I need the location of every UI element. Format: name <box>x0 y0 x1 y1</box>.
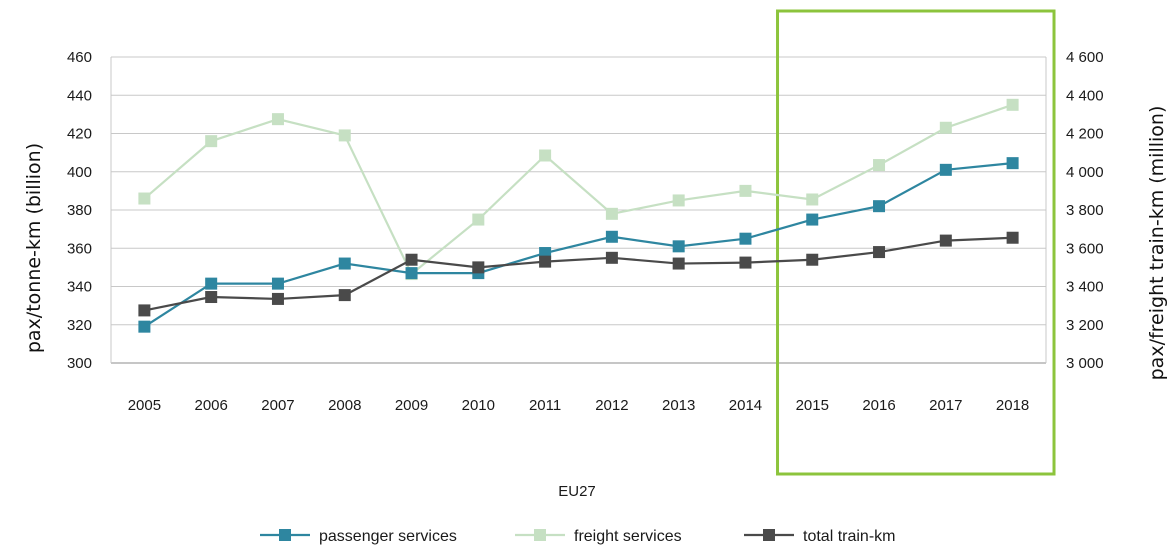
x-tick-label: 2007 <box>261 397 294 414</box>
left-y-tick-label: 300 <box>67 355 92 372</box>
data-point <box>605 230 618 243</box>
data-point <box>873 159 886 172</box>
data-point <box>338 129 351 142</box>
data-point <box>806 253 819 266</box>
right-y-tick-label: 3 600 <box>1066 240 1104 257</box>
data-point <box>1006 231 1019 244</box>
data-point <box>739 184 752 197</box>
left-y-tick-label: 440 <box>67 87 92 104</box>
data-point <box>939 163 952 176</box>
data-point <box>672 240 685 253</box>
data-point <box>205 277 218 290</box>
right-y-tick-label: 3 800 <box>1066 202 1104 219</box>
x-axis-ticks: 2005 2006 2007 2008 2009 2010 2011 2012 2013 2014… <box>128 397 1030 414</box>
series-line <box>144 236 1013 312</box>
left-y-tick-label: 320 <box>67 317 92 334</box>
data-point <box>271 292 284 305</box>
data-point <box>672 257 685 270</box>
legend-item: freight services <box>515 528 682 545</box>
left-y-tick-label: 340 <box>67 279 92 296</box>
data-point <box>672 194 685 207</box>
data-point <box>338 289 351 302</box>
x-tick-label: 2009 <box>395 397 428 414</box>
data-point <box>1006 98 1019 111</box>
right-y-tick-label: 4 000 <box>1066 164 1104 181</box>
series-line <box>143 162 1013 328</box>
data-point <box>338 257 351 270</box>
series-line <box>143 103 1013 276</box>
x-tick-label: 2013 <box>662 397 695 414</box>
left-y-axis-ticks: 300 320 340 360 380 400 420 440 460 <box>67 49 92 372</box>
x-tick-label: 2012 <box>595 397 628 414</box>
series-layer <box>138 98 1019 333</box>
data-point <box>138 304 151 317</box>
x-tick-label: 2015 <box>796 397 829 414</box>
series-freight-services <box>138 98 1019 281</box>
data-point <box>472 261 485 274</box>
data-point <box>873 200 886 213</box>
data-point <box>605 251 618 264</box>
x-tick-label: 2006 <box>194 397 227 414</box>
right-y-axis-ticks: 3 000 3 200 3 400 3 600 3 800 4 000 4 200 4 400… <box>1066 49 1104 372</box>
legend: passenger services freight services total … <box>260 528 895 545</box>
data-point <box>806 213 819 226</box>
right-y-tick-label: 4 200 <box>1066 126 1104 143</box>
data-point <box>605 207 618 220</box>
data-point <box>472 213 485 226</box>
data-point <box>138 192 151 205</box>
data-point <box>271 277 284 290</box>
data-point <box>205 291 218 304</box>
left-y-tick-label: 380 <box>67 202 92 219</box>
x-tick-label: 2017 <box>929 397 962 414</box>
data-point <box>539 255 552 268</box>
legend-item: passenger services <box>260 528 457 545</box>
right-y-tick-label: 3 200 <box>1066 317 1104 334</box>
left-y-tick-label: 460 <box>67 49 92 66</box>
data-point <box>271 113 284 126</box>
left-y-tick-label: 360 <box>67 240 92 257</box>
x-tick-label: 2005 <box>128 397 161 414</box>
highlight-box-layer <box>776 9 1056 476</box>
data-point <box>806 193 819 206</box>
legend-label: freight services <box>574 528 682 545</box>
x-tick-label: 2010 <box>462 397 495 414</box>
data-point <box>1006 157 1019 170</box>
right-y-tick-label: 3 400 <box>1066 279 1104 296</box>
data-point <box>138 320 151 333</box>
x-axis-title: EU27 <box>558 483 596 500</box>
x-tick-label: 2018 <box>996 397 1029 414</box>
series-total-train-km <box>138 231 1019 317</box>
left-y-tick-label: 400 <box>67 164 92 181</box>
data-point <box>405 267 418 280</box>
data-point <box>739 256 752 269</box>
x-tick-label: 2011 <box>529 397 561 414</box>
right-y-tick-label: 4 400 <box>1066 87 1104 104</box>
data-point <box>939 234 952 247</box>
right-y-tick-label: 3 000 <box>1066 355 1104 372</box>
legend-label: passenger services <box>319 528 457 545</box>
data-point <box>205 135 218 148</box>
right-y-tick-label: 4 600 <box>1066 49 1104 66</box>
x-tick-label: 2008 <box>328 397 361 414</box>
data-point <box>939 121 952 134</box>
left-y-tick-label: 420 <box>67 126 92 143</box>
legend-swatch-marker <box>763 529 775 541</box>
legend-swatch-marker <box>534 529 546 541</box>
data-point <box>739 232 752 245</box>
legend-swatch-marker <box>279 529 291 541</box>
legend-label: total train-km <box>803 528 895 545</box>
gridlines <box>110 56 1047 364</box>
right-y-axis-title: pax/freight train-km (million) <box>1146 106 1168 381</box>
data-point <box>539 149 552 162</box>
x-tick-label: 2014 <box>729 397 762 414</box>
left-y-axis-title: pax/tonne-km (billion) <box>23 143 45 353</box>
data-point <box>405 253 418 266</box>
x-tick-label: 2016 <box>862 397 895 414</box>
data-point <box>873 246 886 259</box>
highlight-box <box>776 9 1056 476</box>
legend-item: total train-km <box>744 528 895 545</box>
